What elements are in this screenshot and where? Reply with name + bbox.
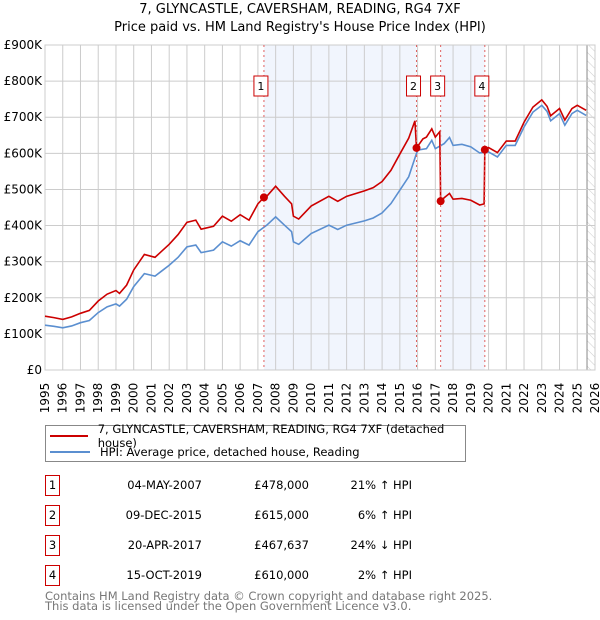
sale-price: £478,000 [254,478,309,492]
x-tick-label: 2025 [570,383,584,414]
sale-number: 1 [45,475,60,496]
sale-number: 4 [45,565,60,586]
shaded-period [263,45,417,370]
x-tick-label: 2011 [322,383,336,414]
legend-item-hpi: HPI: Average price, detached house, Read… [50,444,360,460]
sale-row: 1 04-MAY-2007 £478,000 21% ↑ HPI [45,475,425,496]
y-tick-label: £300K [4,255,44,269]
chart-subtitle: Price paid vs. HM Land Registry's House … [114,20,486,35]
x-tick-label: 2019 [464,383,478,414]
x-tick-label: 2010 [304,383,318,414]
y-tick-label: £500K [4,182,44,196]
legend-item-property: 7, GLYNCASTLE, CAVERSHAM, READING, RG4 7… [50,422,465,450]
x-tick-label: 2013 [357,383,371,414]
sale-label: 3 [434,80,441,93]
x-tick-label: 2005 [215,383,229,414]
y-tick-label: £200K [4,291,44,305]
sale-label-box [406,75,422,97]
x-tick-label: 1995 [38,383,52,414]
footer-copyright: Contains HM Land Registry data © Crown c… [45,589,493,603]
x-tick-label: 1997 [73,383,87,414]
sale-hpi-diff: 21% ↑ HPI [350,478,412,492]
x-tick-label: 2008 [269,383,283,414]
forecast-hatch [587,45,595,370]
sale-label: 2 [410,80,417,93]
sale-row: 4 15-OCT-2019 £610,000 2% ↑ HPI [45,565,425,586]
sale-label-box [253,75,269,97]
sale-point [480,145,489,154]
y-tick-label: £700K [4,110,44,124]
x-tick-label: 2016 [411,383,425,414]
x-tick-label: 2007 [251,383,265,414]
x-tick-label: 2003 [180,383,194,414]
x-tick-label: 2017 [428,383,442,414]
x-tick-label: 2026 [588,383,600,414]
sale-label-box [430,75,446,97]
footer-licence: This data is licensed under the Open Gov… [45,599,412,613]
y-tick-label: £100K [4,327,44,341]
y-tick-label: £0 [27,363,42,377]
y-tick-label: £400K [4,219,44,233]
y-tick-label: £600K [4,146,44,160]
x-tick-label: 2001 [144,383,158,414]
x-tick-label: 1998 [91,383,105,414]
sale-date: 09-DEC-2015 [125,508,202,522]
sale-price: £610,000 [254,568,309,582]
x-tick-label: 2006 [233,383,247,414]
blue-line-swatch [50,451,90,453]
x-tick-label: 2012 [340,383,354,414]
x-tick-label: 2020 [482,383,496,414]
x-tick-label: 2021 [499,383,513,414]
y-tick-label: £800K [4,74,44,88]
y-tick-label: £900K [4,38,44,52]
sale-row: 3 20-APR-2017 £467,637 24% ↓ HPI [45,535,425,556]
legend-label: 7, GLYNCASTLE, CAVERSHAM, READING, RG4 7… [97,422,445,450]
sale-hpi-diff: 2% ↑ HPI [357,568,412,582]
shaded-period [440,45,485,370]
red-line-swatch [50,435,88,437]
sale-label-box [474,75,490,97]
x-tick-label: 2018 [446,383,460,414]
x-tick-label: 2000 [127,383,141,414]
sale-point [259,193,268,202]
sale-price: £615,000 [254,508,309,522]
sale-date: 15-OCT-2019 [126,568,202,582]
sale-price: £467,637 [254,538,309,552]
series-line [44,104,587,329]
sale-point [412,143,421,152]
x-tick-label: 2015 [393,383,407,414]
sale-number: 3 [45,535,60,556]
x-tick-label: 2024 [553,383,567,414]
sale-date: 20-APR-2017 [127,538,202,552]
x-tick-label: 2023 [535,383,549,414]
x-tick-label: 1999 [109,383,123,414]
legend: 7, GLYNCASTLE, CAVERSHAM, READING, RG4 7… [45,422,466,462]
legend-label: HPI: Average price, detached house, Read… [100,445,360,459]
series-line [44,98,587,321]
x-tick-label: 1996 [56,383,70,414]
sale-row: 2 09-DEC-2015 £615,000 6% ↑ HPI [45,505,425,526]
x-tick-label: 2009 [286,383,300,414]
plot-border [44,44,596,371]
sale-number: 2 [45,505,60,526]
sale-point [436,197,445,206]
sale-label: 1 [257,80,264,93]
sale-hpi-diff: 6% ↑ HPI [357,508,412,522]
x-tick-label: 2022 [517,383,531,414]
sale-date: 04-MAY-2007 [127,478,202,492]
x-tick-label: 2014 [375,383,389,414]
sale-hpi-diff: 24% ↓ HPI [350,538,412,552]
x-tick-label: 2004 [198,383,212,414]
sale-label: 4 [478,80,485,93]
x-tick-label: 2002 [162,383,176,414]
chart-title: 7, GLYNCASTLE, CAVERSHAM, READING, RG4 7… [139,2,461,17]
